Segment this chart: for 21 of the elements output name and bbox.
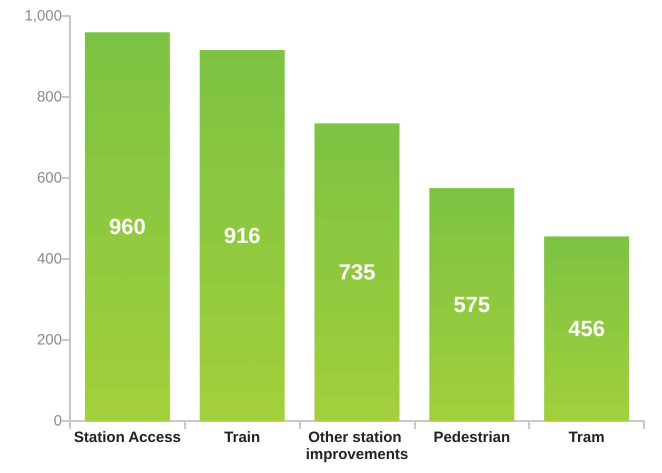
data-label: 456 [568, 316, 605, 342]
data-label: 735 [338, 260, 376, 285]
x-tick-label: Train [224, 429, 260, 446]
y-tick-label: 200 [36, 332, 62, 348]
y-tick-label: 0 [54, 412, 62, 430]
x-tick-label: Pedestrian [433, 429, 510, 446]
y-tick-label: 600 [36, 170, 62, 186]
y-tick-label: 800 [36, 88, 62, 106]
y-tick-label: 400 [36, 250, 62, 268]
x-tick-label: Other station improvements [306, 429, 408, 463]
bar [84, 32, 170, 421]
y-tick-label: 1,000 [24, 8, 62, 24]
data-label: 575 [453, 292, 490, 318]
data-label: 960 [109, 214, 146, 240]
bar [200, 50, 285, 421]
x-tick-label: Station Access [74, 429, 181, 446]
bar [314, 123, 400, 421]
data-label: 916 [224, 223, 261, 248]
x-tick-label: Tram [568, 429, 605, 446]
bar [429, 188, 514, 421]
bar [544, 236, 630, 421]
